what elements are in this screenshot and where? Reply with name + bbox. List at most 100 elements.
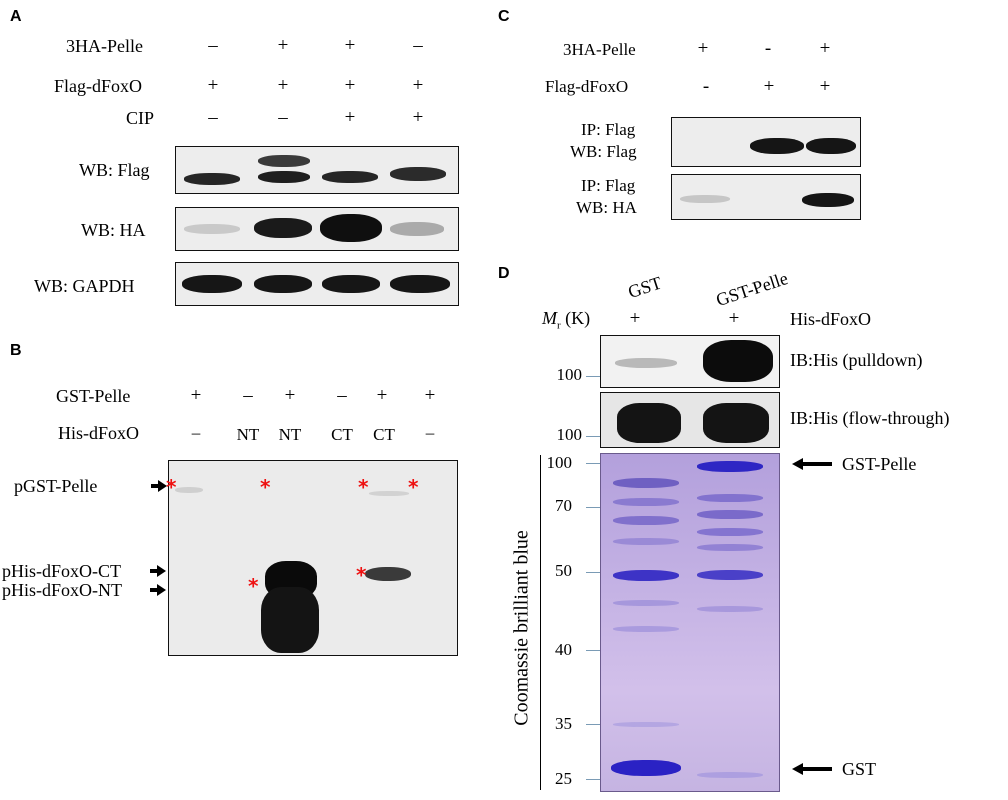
column-label-gst: GST	[625, 272, 665, 303]
sign: +	[629, 308, 641, 329]
sign: +	[207, 75, 219, 96]
arrow-left-icon	[792, 458, 803, 470]
blot-label-wb-ha: WB: HA	[81, 220, 146, 240]
asterisk-marker: *	[408, 475, 419, 499]
tick-label: 70	[555, 496, 572, 515]
row-label-flag-dfoxo: Flag-dFoxO	[545, 77, 629, 96]
row-label-cip: CIP	[126, 108, 155, 128]
band-label-phis-dfoxo-ct: pHis-dFoxO-CT	[2, 561, 122, 581]
blot-a-ha	[175, 207, 459, 251]
sign: +	[376, 385, 388, 406]
blot-a-gapdh	[175, 262, 459, 306]
sign: +	[697, 38, 709, 59]
blot-b-autoradiograph	[168, 460, 458, 656]
tick	[586, 572, 600, 573]
panel-a-label: A	[10, 8, 22, 25]
sign: +	[412, 75, 424, 96]
mr-symbol: M	[542, 308, 557, 328]
sign: CT	[331, 425, 353, 444]
sign: +	[284, 385, 296, 406]
blot-label-wb-gapdh: WB: GAPDH	[34, 276, 135, 296]
sign: –	[208, 107, 218, 128]
sign: –	[337, 385, 347, 406]
blot-d-flow-through	[600, 392, 780, 448]
row-label-his-dfoxo: His-dFoxO	[58, 423, 140, 443]
sign: +	[190, 385, 202, 406]
blot-label-wb-flag: WB: Flag	[79, 160, 150, 180]
arrow-left-icon	[792, 763, 803, 775]
blot-c-ha	[671, 174, 861, 220]
band-label-pgst-pelle: pGST-Pelle	[14, 476, 98, 496]
tick	[586, 463, 600, 464]
panel-d-label: D	[498, 265, 510, 282]
tick-label: 100	[556, 425, 583, 444]
asterisk-marker: *	[248, 574, 259, 598]
arrow-right-icon	[157, 584, 166, 596]
row-label-flag-dfoxo: Flag-dFoxO	[54, 76, 143, 96]
blot-c-flag	[671, 117, 861, 167]
tick	[586, 724, 600, 725]
tick-label: 25	[555, 769, 572, 788]
sign: NT	[278, 425, 302, 444]
tick-label: 35	[555, 714, 572, 733]
blot-label-wb-ha: WB: HA	[576, 198, 637, 217]
coomassie-bracket-line	[540, 455, 541, 790]
tick-label: 50	[555, 561, 572, 580]
sign: –	[278, 107, 288, 128]
arrow-right-icon	[151, 484, 159, 488]
asterisk-marker: *	[356, 563, 367, 587]
blot-label-wb-flag: WB: Flag	[570, 142, 637, 161]
asterisk-marker: *	[166, 475, 177, 499]
tick	[586, 507, 600, 508]
blot-d-pulldown	[600, 335, 780, 388]
panel-b-label: B	[10, 342, 22, 359]
row-label-3ha-pelle: 3HA-Pelle	[66, 36, 143, 56]
arrow-right-icon	[157, 565, 166, 577]
tick	[586, 650, 600, 651]
arrow-right-icon	[150, 588, 158, 592]
sign: -	[702, 76, 710, 97]
blot-label-ip-flag: IP: Flag	[581, 120, 636, 139]
arrow-right-icon	[158, 480, 167, 492]
sign: +	[344, 107, 356, 128]
mr-unit: (K)	[565, 308, 591, 328]
sign: –	[425, 423, 435, 442]
ib-label-pulldown: IB:His (pulldown)	[790, 350, 923, 370]
blot-label-ip-flag: IP: Flag	[581, 176, 636, 195]
arrow-right-icon	[150, 569, 158, 573]
tick	[586, 376, 600, 377]
sign: –	[243, 385, 253, 406]
sign: +	[344, 35, 356, 56]
panel-c-label: C	[498, 8, 510, 25]
sign: +	[763, 76, 775, 97]
tick	[586, 779, 600, 780]
coomassie-gel	[600, 453, 780, 792]
blot-a-flag	[175, 146, 459, 194]
sign: –	[413, 35, 423, 56]
ib-label-flow-through: IB:His (flow-through)	[790, 408, 950, 428]
column-label-gst-pelle: GST-Pelle	[713, 268, 791, 311]
sign: +	[412, 107, 424, 128]
arrow-left-icon	[802, 767, 832, 771]
his-dfoxo-label: His-dFoxO	[790, 309, 872, 329]
sign: NT	[236, 425, 260, 444]
sign: +	[819, 38, 831, 59]
sign: +	[424, 385, 436, 406]
sign: CT	[373, 425, 395, 444]
sign: +	[277, 75, 289, 96]
row-label-3ha-pelle: 3HA-Pelle	[563, 40, 636, 59]
sign: -	[764, 38, 772, 59]
sign: +	[728, 308, 740, 329]
sign: +	[277, 35, 289, 56]
coomassie-side-text: Coomassie brilliant blue	[510, 530, 533, 726]
sign: +	[819, 76, 831, 97]
tick-label: 100	[556, 365, 583, 384]
mr-subscript: r	[557, 319, 561, 332]
tick-label: 40	[555, 640, 572, 659]
sign: –	[191, 423, 201, 442]
band-label-phis-dfoxo-nt: pHis-dFoxO-NT	[2, 580, 122, 600]
asterisk-marker: *	[358, 475, 369, 499]
tick-label: 100	[546, 453, 573, 472]
row-label-gst-pelle: GST-Pelle	[56, 386, 131, 406]
sign: +	[344, 75, 356, 96]
